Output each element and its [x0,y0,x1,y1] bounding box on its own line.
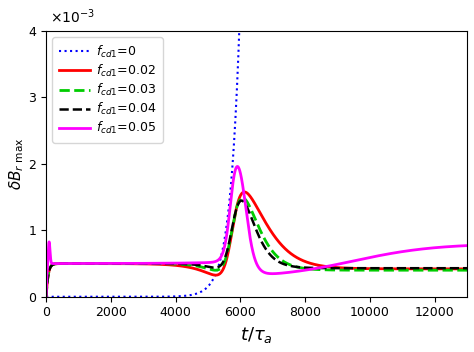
$f_{cd1}$=0.03 [68,262,74,266]
$f_{cd1}$=0.05 [235,164,240,169]
$f_{cd1}$=0.03 [249,209,255,214]
Line: $f_{cd1}$=0.03: $f_{cd1}$=0.03 [46,198,467,297]
Line: $f_{cd1}$=0.02: $f_{cd1}$=0.02 [46,192,467,297]
$f_{cd1}$=0.02 [45,274,51,278]
$f_{cd1}$=0.05 [464,244,470,248]
$f_{cd1}$=0.03 [43,295,49,299]
$f_{cd1}$=0 [126,295,131,299]
$f_{cd1}$=0.04 [442,266,447,270]
$f_{cd1}$=0.05 [68,262,74,266]
Line: $f_{cd1}$=0: $f_{cd1}$=0 [46,0,467,297]
$f_{cd1}$=0.05 [43,295,49,299]
Text: $\times 10^{-3}$: $\times 10^{-3}$ [50,7,95,26]
$f_{cd1}$=0.03 [61,262,66,266]
$f_{cd1}$=0.03 [240,196,246,200]
$f_{cd1}$=0.03 [442,268,447,272]
$f_{cd1}$=0 [43,295,49,299]
$f_{cd1}$=0.04 [464,266,470,270]
$f_{cd1}$=0.04 [43,295,49,299]
$f_{cd1}$=0.02 [43,295,49,299]
$f_{cd1}$=0.02 [464,267,470,271]
$f_{cd1}$=0.02 [249,197,255,201]
$f_{cd1}$=0.03 [126,262,131,266]
X-axis label: $t/\tau_a$: $t/\tau_a$ [240,325,273,345]
$f_{cd1}$=0.04 [126,262,131,266]
$f_{cd1}$=0.02 [126,262,131,266]
Legend: $f_{cd1}$=0, $f_{cd1}$=0.02, $f_{cd1}$=0.03, $f_{cd1}$=0.04, $f_{cd1}$=0.05: $f_{cd1}$=0, $f_{cd1}$=0.02, $f_{cd1}$=0… [53,37,163,143]
Y-axis label: $\delta B_{r\ \mathrm{max}}$: $\delta B_{r\ \mathrm{max}}$ [7,138,26,190]
Line: $f_{cd1}$=0.04: $f_{cd1}$=0.04 [46,201,467,297]
$f_{cd1}$=0.02 [242,190,247,194]
$f_{cd1}$=0.04 [239,199,245,203]
$f_{cd1}$=0.04 [61,262,66,266]
$f_{cd1}$=0 [61,295,66,299]
$f_{cd1}$=0.05 [249,245,255,250]
$f_{cd1}$=0.04 [68,262,74,266]
$f_{cd1}$=0 [45,295,51,299]
Line: $f_{cd1}$=0.05: $f_{cd1}$=0.05 [46,166,467,297]
$f_{cd1}$=0.04 [249,217,255,221]
$f_{cd1}$=0.05 [61,262,66,266]
$f_{cd1}$=0.02 [442,267,447,271]
$f_{cd1}$=0.05 [126,261,131,265]
$f_{cd1}$=0.02 [61,262,66,266]
$f_{cd1}$=0.05 [45,254,51,258]
$f_{cd1}$=0.03 [464,268,470,272]
$f_{cd1}$=0 [68,295,74,299]
$f_{cd1}$=0.03 [45,274,51,278]
$f_{cd1}$=0.04 [45,274,51,278]
$f_{cd1}$=0.05 [442,245,447,249]
$f_{cd1}$=0.02 [68,262,74,266]
